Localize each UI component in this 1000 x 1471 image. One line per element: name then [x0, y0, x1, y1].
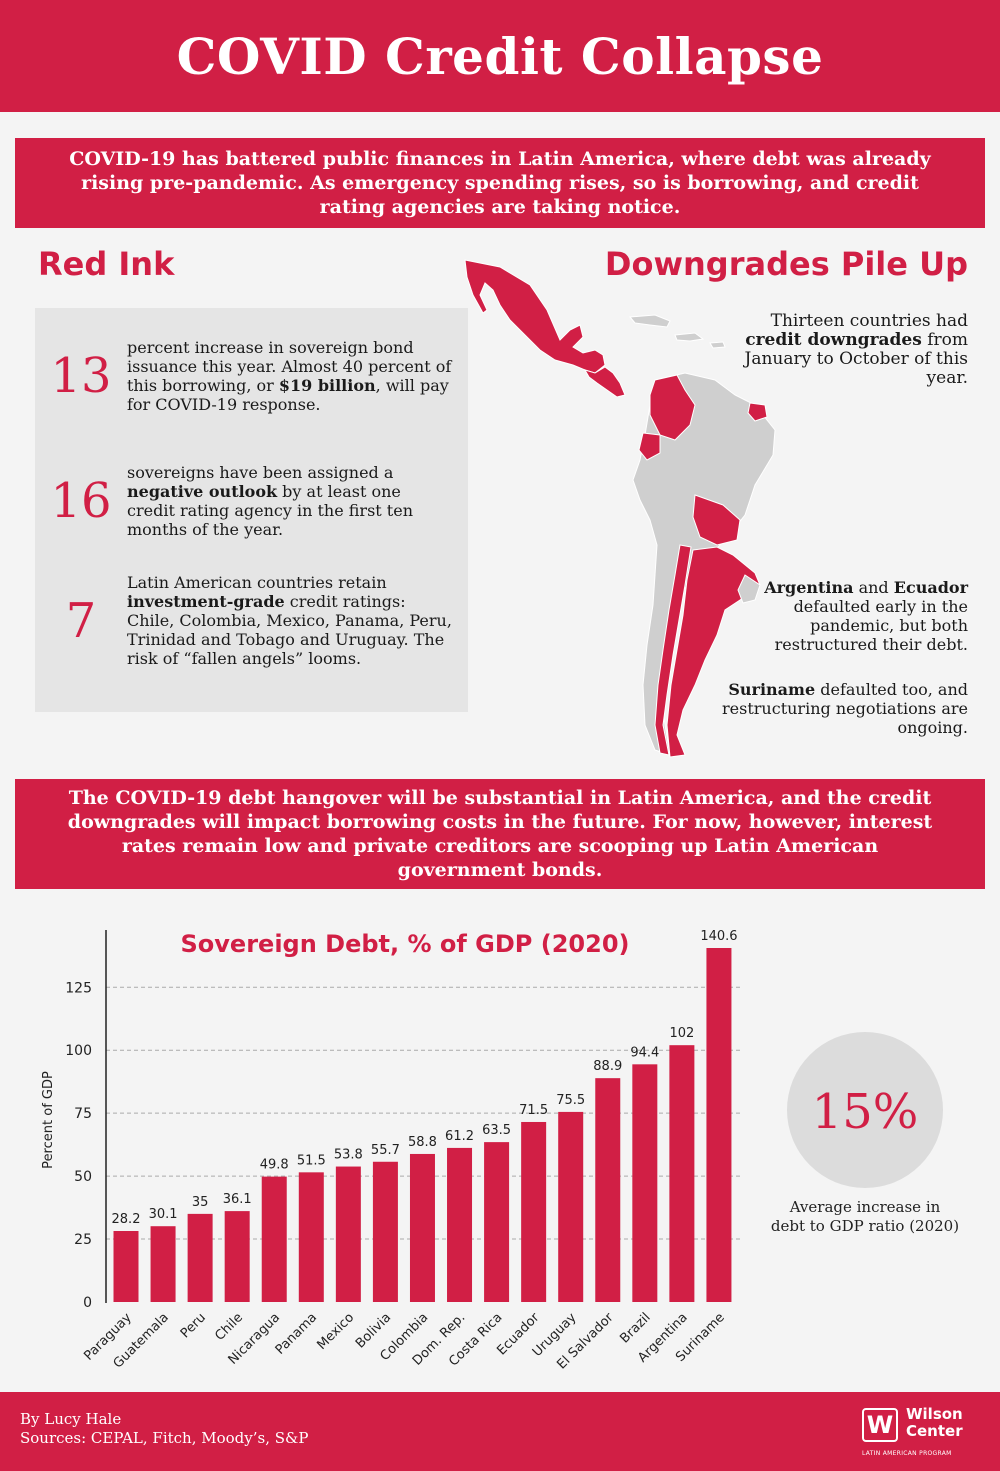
page-title: COVID Credit Collapse	[176, 26, 824, 86]
y-tick-label: 125	[65, 980, 92, 996]
map-bolivia	[692, 494, 741, 546]
bar-bolivia	[372, 1161, 398, 1302]
wilson-center-logo: W Wilson Center LATIN AMERICAN PROGRAM	[862, 1402, 982, 1462]
debt-bar-chart: 28.2 30.1 35 36.1 49.8 51.5 53.8 55.7 58.8 61.2 63…	[41, 929, 959, 1373]
data-label: 61.2	[445, 1129, 474, 1144]
stat-text: sovereigns have been assigned a negative…	[127, 463, 414, 539]
y-tick-label: 50	[74, 1169, 92, 1185]
bar-panama	[298, 1172, 324, 1302]
bar-peru	[187, 1213, 213, 1302]
stat-item: 16 sovereigns have been assigned a negat…	[35, 463, 468, 539]
map-suriname	[747, 402, 768, 422]
chart-labels: 28.2 30.1 35 36.1 49.8 51.5 53.8 55.7 58.8 61.2 63…	[112, 929, 738, 1227]
logo-subtitle: LATIN AMERICAN PROGRAM	[862, 1450, 952, 1457]
map-chile	[654, 544, 692, 756]
bar-ecuador	[521, 1121, 547, 1302]
header-banner: COVID Credit Collapse	[0, 0, 1000, 112]
author: By Lucy Hale	[20, 1410, 122, 1428]
data-label: 28.2	[112, 1212, 141, 1227]
bar-chile	[224, 1211, 250, 1302]
map-central-america	[583, 366, 626, 398]
bar-guatemala	[150, 1226, 176, 1302]
chart-title: Sovereign Debt, % of GDP (2020)	[181, 930, 630, 958]
stats-panel: 13 percent increase in sovereign bond is…	[35, 308, 468, 712]
map-ecuador	[638, 432, 661, 461]
chart-yticks: 0 25 50 75 100 125	[65, 980, 92, 1311]
x-tick-label: Peru	[178, 1310, 209, 1341]
red-ink-title: Red Ink	[38, 245, 175, 283]
x-tick-label: Chile	[212, 1310, 246, 1344]
data-label: 55.7	[371, 1143, 400, 1158]
data-label: 30.1	[149, 1207, 178, 1222]
stat-number: 13	[50, 348, 112, 404]
default-note: Argentina and Ecuador defaulted early in…	[764, 578, 968, 654]
stat-text: percent increase in sovereign bond issua…	[127, 338, 452, 414]
map-mexico	[464, 259, 606, 374]
y-tick-label: 0	[83, 1295, 92, 1311]
suriname-note: Suriname defaulted too, and restructurin…	[722, 680, 968, 737]
stat-text: Latin American countries retain investme…	[127, 573, 452, 668]
data-label: 53.8	[334, 1148, 363, 1163]
bar-costa-rica	[484, 1142, 510, 1302]
x-tick-label: Mexico	[314, 1310, 357, 1353]
callout-circle	[787, 1032, 943, 1188]
stat-item: 7 Latin American countries retain invest…	[35, 573, 468, 668]
data-label: 35	[192, 1195, 209, 1210]
stat-item: 13 percent increase in sovereign bond is…	[35, 338, 468, 414]
bar-argentina	[669, 1045, 695, 1302]
map-brazil-south	[737, 574, 761, 604]
map-argentina	[666, 546, 761, 758]
stat-number: 16	[50, 473, 112, 529]
data-label: 75.5	[556, 1093, 585, 1108]
data-label: 102	[669, 1026, 694, 1041]
map-caribbean	[628, 314, 726, 349]
y-axis-label: Percent of GDP	[41, 1071, 56, 1169]
footer: By Lucy Hale Sources: CEPAL, Fitch, Mood…	[0, 1392, 1000, 1471]
logo-mark: W	[862, 1408, 898, 1442]
outro-banner: The COVID-19 debt hangover will be subst…	[15, 779, 985, 889]
data-label: 94.4	[630, 1045, 659, 1060]
data-label: 49.8	[260, 1158, 289, 1173]
logo-name: Wilson Center	[906, 1405, 963, 1440]
bar-paraguay	[113, 1230, 139, 1302]
byline: By Lucy Hale Sources: CEPAL, Fitch, Mood…	[20, 1410, 308, 1448]
bar-uruguay	[558, 1111, 584, 1302]
sources: Sources: CEPAL, Fitch, Moody’s, S&P	[20, 1429, 309, 1447]
y-tick-label: 75	[74, 1106, 92, 1122]
chart-bars	[113, 948, 732, 1302]
stat-number: 7	[65, 592, 97, 649]
data-label: 88.9	[593, 1059, 622, 1074]
callout-label-line2: debt to GDP ratio (2020)	[771, 1217, 959, 1235]
bar-suriname	[706, 948, 732, 1302]
intro-banner: COVID-19 has battered public finances in…	[15, 138, 985, 228]
data-label: 58.8	[408, 1135, 437, 1150]
bar-nicaragua	[261, 1176, 287, 1302]
callout-label-line1: Average increase in	[789, 1198, 941, 1216]
downgrades-note: Thirteen countries had credit downgrades…	[744, 311, 968, 388]
map-colombia	[649, 374, 696, 441]
x-tick-label: Panama	[273, 1310, 320, 1357]
y-tick-label: 100	[65, 1043, 92, 1059]
data-label: 71.5	[519, 1103, 548, 1118]
y-tick-label: 25	[74, 1232, 92, 1248]
data-label: 140.6	[700, 929, 737, 944]
downgrades-title: Downgrades Pile Up	[604, 245, 968, 283]
data-label: 51.5	[297, 1153, 326, 1168]
latin-america-map	[464, 259, 776, 758]
data-label: 36.1	[223, 1192, 252, 1207]
bar-colombia	[409, 1153, 435, 1302]
bar-mexico	[335, 1166, 361, 1302]
bar-brazil	[632, 1064, 658, 1302]
callout-value: 15%	[812, 1084, 919, 1140]
data-label: 63.5	[482, 1123, 511, 1138]
bar-dom-rep-	[447, 1147, 473, 1302]
bar-el-salvador	[595, 1078, 621, 1302]
